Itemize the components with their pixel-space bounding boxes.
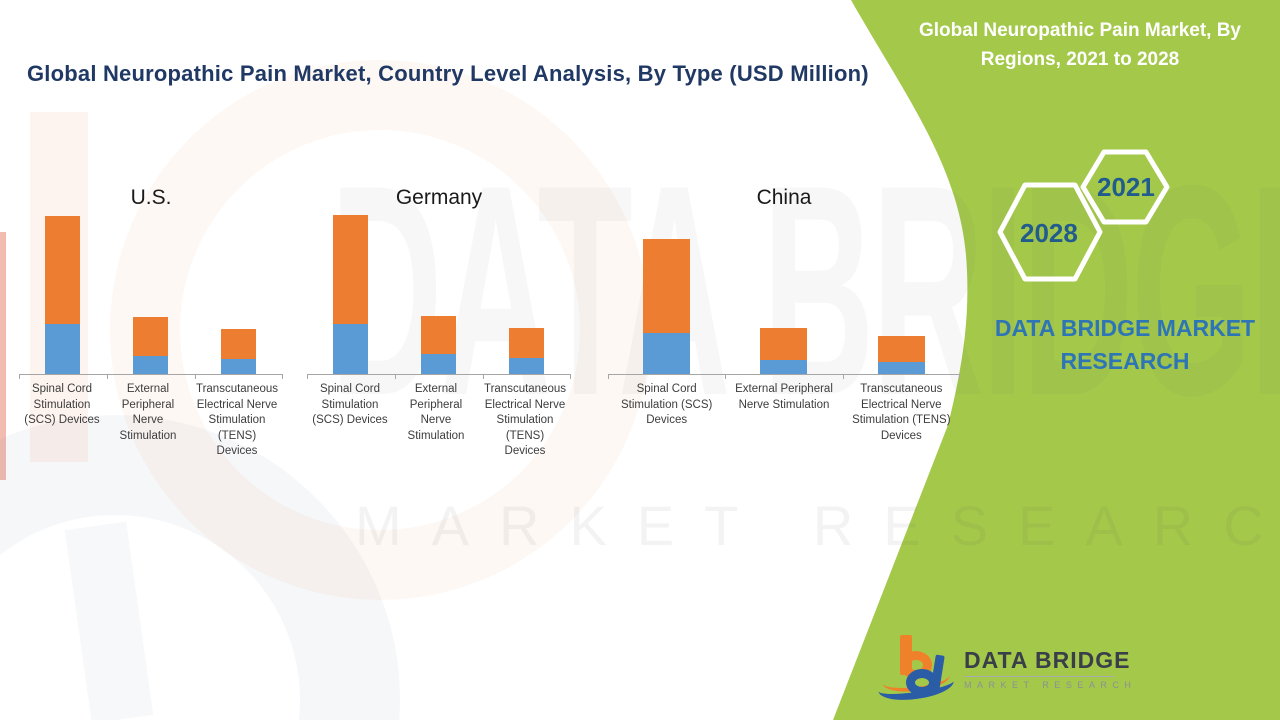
bar-segment-2021: [878, 362, 925, 374]
chart-group-germany: Germany Spinal Cord Stimulation (SCS) De…: [307, 185, 571, 460]
axis-tick: [195, 374, 196, 379]
bar-segment-2028: [421, 316, 456, 354]
axis-tick: [842, 374, 844, 379]
watermark-edge-stripe: [0, 232, 6, 480]
bar-segment-2028: [509, 328, 544, 358]
hexagon-2028: [997, 182, 1103, 282]
category-labels-us: Spinal Cord Stimulation (SCS) Devices Ex…: [19, 382, 283, 460]
axis-tick: [608, 374, 609, 379]
logo-blue-bowl: [906, 669, 938, 696]
chart-group-china: China Spinal Cord Stimulation (SCS) Devi…: [608, 185, 960, 444]
bar-segment-2028: [221, 329, 256, 359]
hexagon-2021: [1080, 149, 1170, 225]
logo-subtitle: MARKET RESEARCH: [964, 680, 1137, 690]
axis-tick: [307, 374, 308, 379]
axis-tick: [394, 374, 396, 379]
brand-text: DATA BRIDGE MARKET RESEARCH: [994, 315, 1256, 375]
logo-text: DATA BRIDGE MARKET RESEARCH: [964, 647, 1137, 690]
bar-us-scs: [45, 216, 80, 374]
hexagon-year-2028: 2028: [1020, 218, 1078, 248]
category-label: Spinal Cord Stimulation (SCS) Devices: [24, 383, 100, 426]
bar-china-epns: [760, 328, 807, 374]
axis-tick: [570, 374, 571, 379]
axis-tick: [19, 374, 20, 379]
group-title-china: China: [756, 186, 812, 209]
category-label: Transcutaneous Electrical Nerve Stimulat…: [852, 383, 951, 442]
category-label: Spinal Cord Stimulation (SCS) Devices: [620, 383, 713, 426]
side-panel-title: Global Neuropathic Pain Market, By Regio…: [918, 20, 1242, 71]
bar-china-scs: [643, 239, 690, 374]
bar-segment-2028: [45, 216, 80, 324]
bar-germany-epns: [421, 316, 456, 374]
plot-area-germany: [307, 215, 571, 379]
bar-segment-2021: [45, 324, 80, 374]
bar-segment-2028: [760, 328, 807, 360]
bar-china-tens: [878, 336, 925, 374]
bar-segment-2028: [333, 215, 368, 324]
databridge-logo: DATA BRIDGE MARKET RESEARCH: [876, 633, 1137, 705]
axis-tick: [483, 374, 484, 379]
category-label: External Peripheral Nerve Stimulation: [119, 383, 177, 442]
logo-name: DATA BRIDGE: [964, 647, 1131, 673]
bar-segment-2021: [421, 354, 456, 374]
bar-segment-2021: [221, 359, 256, 374]
databridge-logo-icon: [876, 633, 956, 705]
category-label: External Peripheral Nerve Stimulation: [407, 383, 465, 442]
group-title-germany: Germany: [395, 186, 483, 209]
bar-us-epns: [133, 317, 168, 374]
bar-segment-2021: [509, 358, 544, 374]
bar-segment-2021: [760, 360, 807, 374]
axis-tick: [725, 374, 727, 379]
bar-us-tens: [221, 329, 256, 374]
bar-segment-2021: [643, 333, 690, 374]
chart-group-us: U.S. Spinal Cord Stimulation (SCS) Devic…: [19, 185, 283, 460]
bar-segment-2021: [333, 324, 368, 374]
bar-germany-tens: [509, 328, 544, 374]
axis-tick: [106, 374, 108, 379]
bar-segment-2028: [133, 317, 168, 356]
hexagon-year-2021: 2021: [1097, 172, 1155, 202]
bar-segment-2028: [643, 239, 690, 333]
logo-divider: [964, 676, 1114, 677]
category-label: Transcutaneous Electrical Nerve Stimulat…: [483, 383, 567, 457]
category-labels-germany: Spinal Cord Stimulation (SCS) Devices Ex…: [307, 382, 571, 460]
category-label: External Peripheral Nerve Stimulation: [735, 383, 833, 411]
category-label: Spinal Cord Stimulation (SCS) Devices: [312, 383, 388, 426]
category-labels-china: Spinal Cord Stimulation (SCS) Devices Ex…: [608, 382, 960, 444]
year-hexagons: 2021 2028: [990, 145, 1180, 290]
axis-tick: [959, 374, 960, 379]
plot-area-china: [608, 215, 960, 379]
category-label: Transcutaneous Electrical Nerve Stimulat…: [195, 383, 279, 457]
bar-segment-2028: [878, 336, 925, 362]
axis-tick: [282, 374, 283, 379]
plot-area-us: [19, 215, 283, 379]
bar-germany-scs: [333, 215, 368, 374]
bar-segment-2021: [133, 356, 168, 374]
chart-title: Global Neuropathic Pain Market, Country …: [27, 61, 869, 86]
group-title-us: U.S.: [130, 186, 172, 209]
